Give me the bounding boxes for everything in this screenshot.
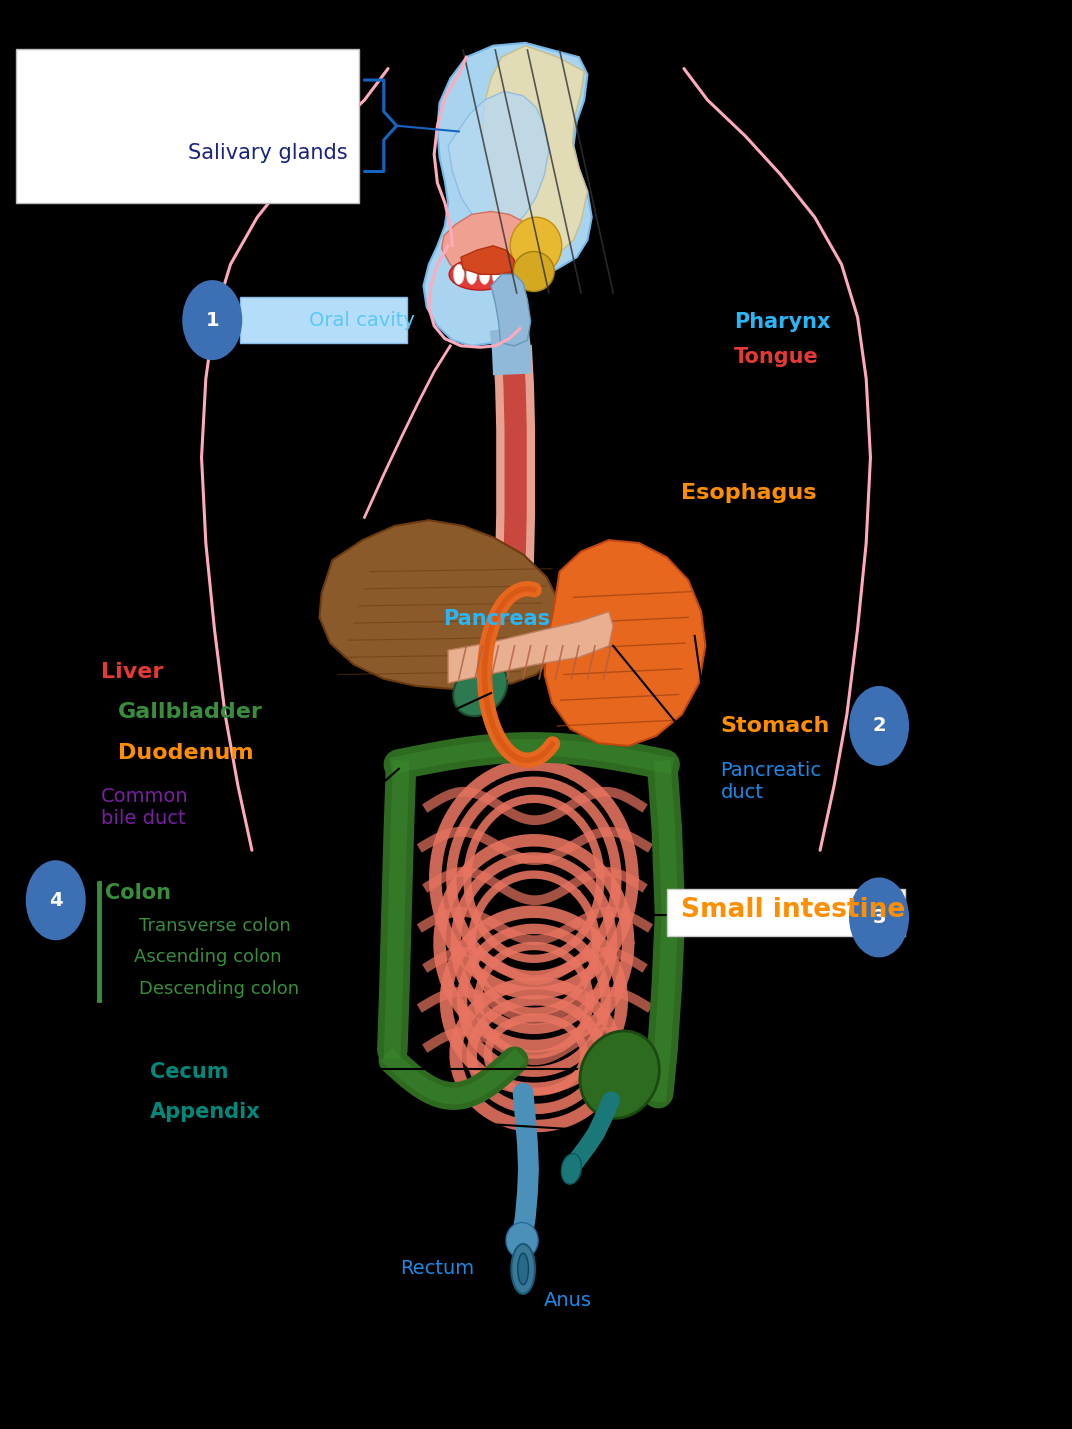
Text: Cecum: Cecum bbox=[150, 1062, 228, 1082]
Text: Small intestine: Small intestine bbox=[681, 897, 906, 923]
Ellipse shape bbox=[479, 264, 490, 284]
Text: Pharynx: Pharynx bbox=[734, 312, 831, 332]
Text: Appendix: Appendix bbox=[150, 1102, 260, 1122]
Text: Rectum: Rectum bbox=[400, 1259, 475, 1279]
Ellipse shape bbox=[562, 1153, 581, 1185]
Text: Tongue: Tongue bbox=[734, 347, 819, 367]
FancyBboxPatch shape bbox=[240, 297, 407, 343]
Polygon shape bbox=[319, 520, 563, 689]
Text: Ascending colon: Ascending colon bbox=[134, 949, 282, 966]
Text: Common
bile duct: Common bile duct bbox=[101, 787, 189, 827]
Polygon shape bbox=[442, 211, 527, 283]
Ellipse shape bbox=[506, 1222, 538, 1259]
Polygon shape bbox=[448, 91, 549, 231]
Circle shape bbox=[182, 280, 242, 360]
Text: Esophagus: Esophagus bbox=[681, 483, 816, 503]
Ellipse shape bbox=[453, 264, 464, 284]
Text: 3: 3 bbox=[873, 907, 885, 927]
FancyBboxPatch shape bbox=[667, 889, 905, 936]
Ellipse shape bbox=[466, 264, 477, 284]
Ellipse shape bbox=[518, 1253, 528, 1285]
Ellipse shape bbox=[453, 662, 507, 716]
Text: Pancreas: Pancreas bbox=[443, 609, 550, 629]
Polygon shape bbox=[491, 274, 531, 346]
Ellipse shape bbox=[580, 1030, 659, 1119]
Text: Liver: Liver bbox=[101, 662, 163, 682]
Text: 2: 2 bbox=[873, 716, 885, 736]
Text: Pancreatic
duct: Pancreatic duct bbox=[720, 762, 821, 802]
Ellipse shape bbox=[510, 217, 562, 274]
Text: Descending colon: Descending colon bbox=[139, 980, 299, 997]
Text: Anus: Anus bbox=[545, 1290, 592, 1310]
Ellipse shape bbox=[513, 252, 554, 292]
Circle shape bbox=[849, 877, 909, 957]
Ellipse shape bbox=[492, 264, 503, 284]
Circle shape bbox=[849, 686, 909, 766]
Polygon shape bbox=[448, 612, 613, 683]
Text: Salivary glands: Salivary glands bbox=[188, 143, 347, 163]
FancyBboxPatch shape bbox=[16, 49, 359, 203]
Polygon shape bbox=[461, 246, 515, 274]
Ellipse shape bbox=[449, 259, 511, 290]
Text: Stomach: Stomach bbox=[720, 716, 830, 736]
Polygon shape bbox=[545, 540, 705, 746]
Text: Transverse colon: Transverse colon bbox=[139, 917, 292, 935]
Ellipse shape bbox=[511, 1243, 535, 1295]
Text: Gallbladder: Gallbladder bbox=[118, 702, 263, 722]
Text: 4: 4 bbox=[49, 890, 62, 910]
Text: Oral cavity: Oral cavity bbox=[310, 310, 415, 330]
Circle shape bbox=[26, 860, 86, 940]
Text: Duodenum: Duodenum bbox=[118, 743, 254, 763]
Text: Colon: Colon bbox=[105, 883, 172, 903]
Polygon shape bbox=[423, 43, 592, 346]
Text: 1: 1 bbox=[206, 310, 219, 330]
Polygon shape bbox=[477, 46, 587, 272]
